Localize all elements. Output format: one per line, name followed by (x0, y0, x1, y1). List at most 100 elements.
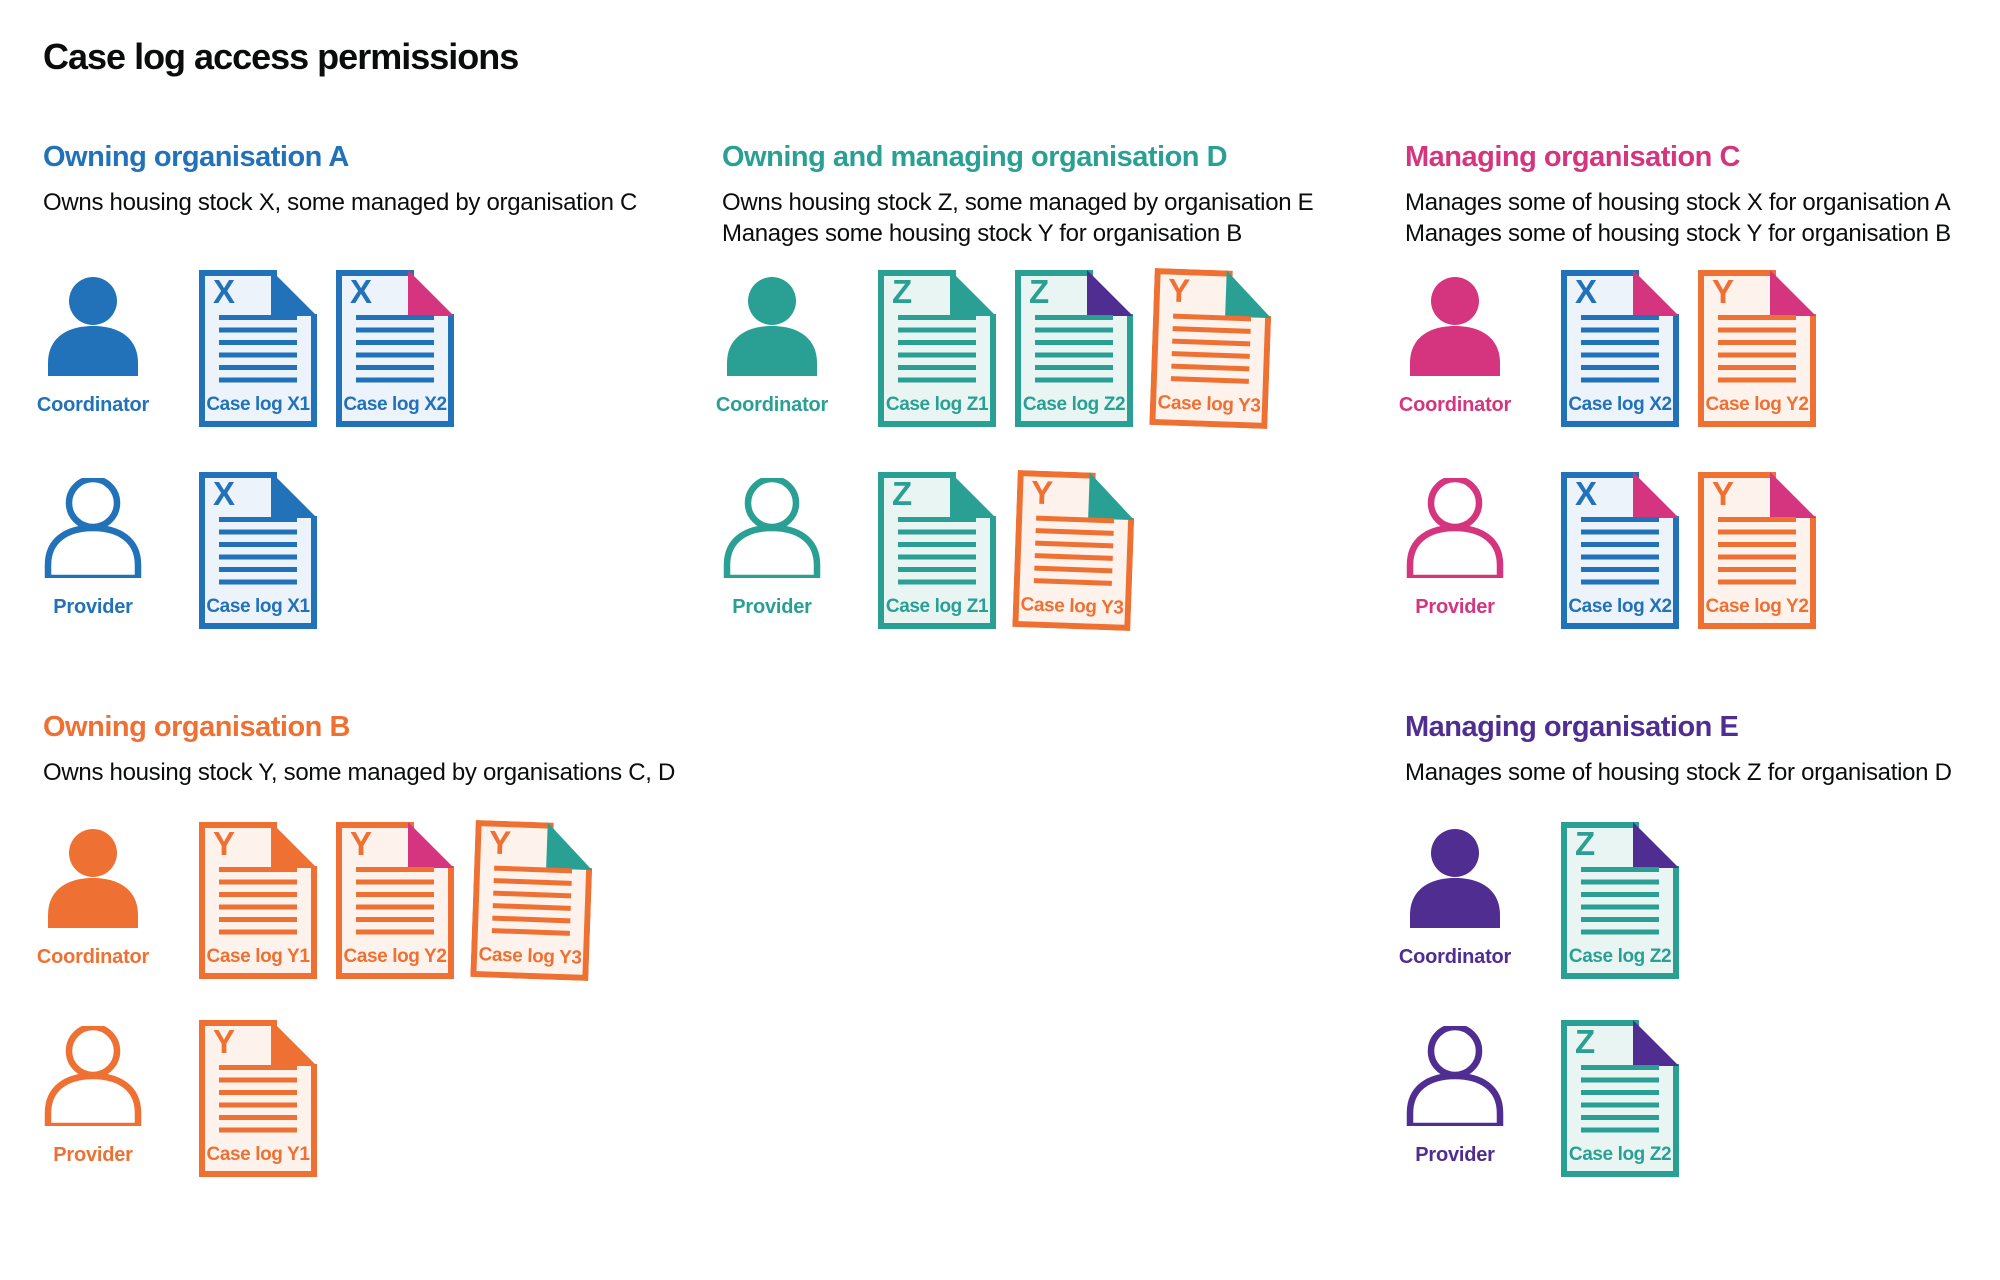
section-heading: Owning organisation A (43, 141, 349, 173)
document-fold-icon (950, 472, 996, 518)
document-text-line (1718, 554, 1796, 560)
document-icon (470, 819, 593, 982)
section-heading: Owning organisation B (43, 711, 350, 743)
role-label: Coordinator (1398, 946, 1512, 968)
provider-row: Provider Y Case log Y1 (43, 1020, 317, 1177)
provider-icon (44, 478, 142, 578)
section-organisation-e: Managing organisation E Manages some of h… (1399, 710, 2000, 1177)
provider-row: Provider X Case log X2 Y Case log Y2 (1405, 472, 1816, 629)
document-text-line (898, 377, 976, 383)
document-border (878, 270, 996, 427)
doc-label: Case log Y2 (1705, 394, 1809, 415)
document-border (1561, 472, 1679, 629)
document-text-line (1033, 578, 1112, 586)
document-text-line (219, 529, 297, 535)
document-fold-icon (1770, 472, 1816, 518)
document-text-line (1034, 553, 1113, 561)
document-text-line (1035, 340, 1113, 345)
document-fold-icon (1087, 270, 1133, 316)
role-label: Coordinator (1398, 394, 1512, 416)
role-label: Provider (53, 596, 133, 618)
coordinator-icon (1410, 829, 1500, 928)
document-fold-icon (1088, 472, 1135, 521)
document-text-line (898, 327, 976, 333)
doc-letter: Z (1575, 825, 1596, 862)
doc-label: Case log Y2 (1705, 596, 1809, 617)
document-text-line (1581, 917, 1659, 922)
person-block: Coordinator (1399, 276, 1511, 417)
case-log-doc: Y Case log Y3 (470, 819, 593, 982)
coordinator-row: Coordinator X Case log X1 X Case log X2 (37, 270, 454, 427)
document-text-line (356, 340, 434, 345)
role-label: Provider (732, 596, 812, 618)
section-heading: Managing organisation E (1405, 711, 1739, 743)
document-fold-icon (271, 822, 317, 868)
document-border (1561, 822, 1679, 979)
person-head (65, 478, 121, 531)
doc-label: Case log X2 (343, 394, 447, 415)
document-icon (878, 472, 996, 629)
document-text-line (1718, 377, 1796, 383)
doc-letter: Y (1167, 271, 1191, 310)
document-text-line (219, 579, 297, 585)
document-text-line (1581, 517, 1659, 522)
section-organisation-c: Managing organisation C Manages some of h… (1399, 140, 2000, 629)
person-head (1427, 1026, 1483, 1079)
section-description: Manages some of housing stock X for orga… (1405, 187, 2000, 249)
document-text-line (1718, 352, 1796, 358)
document-text-line (219, 1065, 297, 1070)
person-head (69, 277, 117, 325)
section-organisation-b: Owning organisation B Owns housing stock … (37, 710, 703, 1177)
document-text-line (898, 517, 976, 522)
document-text-line (219, 340, 297, 345)
doc-letter: Y (350, 825, 373, 862)
case-log-doc: Z Case log Z2 (1015, 270, 1133, 427)
doc-letter: X (1575, 475, 1598, 512)
document-text-line (219, 377, 297, 383)
person-body (1410, 326, 1500, 376)
provider-row: Provider X Case log X1 (43, 472, 317, 629)
page-title: Case log access permissions (43, 36, 519, 77)
document-text-line (219, 365, 297, 370)
case-log-doc: X Case log X2 (1561, 472, 1679, 629)
document-border (1698, 472, 1816, 629)
case-log-doc: Z Case log Z1 (878, 270, 996, 427)
person-body (44, 1072, 142, 1126)
case-log-doc: X Case log X1 (199, 472, 317, 629)
document-text-line (898, 365, 976, 370)
person-block: Provider (722, 478, 822, 619)
role-label: Provider (1415, 596, 1495, 618)
document-text-line (492, 915, 571, 924)
document-border (1561, 270, 1679, 427)
document-border (878, 472, 996, 629)
document-text-line (1581, 352, 1659, 358)
document-text-line (1581, 892, 1659, 897)
docs-row: X Case log X2 Y Case log Y2 (1561, 472, 1816, 629)
document-text-line (898, 542, 976, 547)
document-text-line (1035, 327, 1113, 333)
docs-row: X Case log X2 Y Case log Y2 (1561, 270, 1816, 427)
person-block: Coordinator (37, 828, 149, 969)
case-log-doc: X Case log X2 (336, 270, 454, 427)
document-text-line (219, 554, 297, 560)
person-block: Provider (43, 1026, 143, 1167)
description-line: Manages some of housing stock Y for orga… (1405, 220, 1951, 247)
document-icon (199, 270, 317, 427)
person-block: Coordinator (1399, 828, 1511, 969)
doc-letter: X (1575, 273, 1598, 310)
document-text-line (1581, 579, 1659, 585)
document-text-line (219, 517, 297, 522)
role-label: Provider (53, 1144, 133, 1166)
doc-label: Case log Y3 (1020, 594, 1124, 619)
document-icon (1698, 270, 1816, 427)
document-text-line (356, 377, 434, 383)
document-text-line (1718, 517, 1796, 522)
document-text-line (356, 929, 434, 935)
person-head (1431, 277, 1479, 325)
person-body (723, 524, 821, 578)
docs-row: Z Case log Z2 (1561, 1020, 1679, 1177)
document-text-line (1581, 377, 1659, 383)
document-icon (1698, 472, 1816, 629)
document-text-line (1581, 340, 1659, 345)
